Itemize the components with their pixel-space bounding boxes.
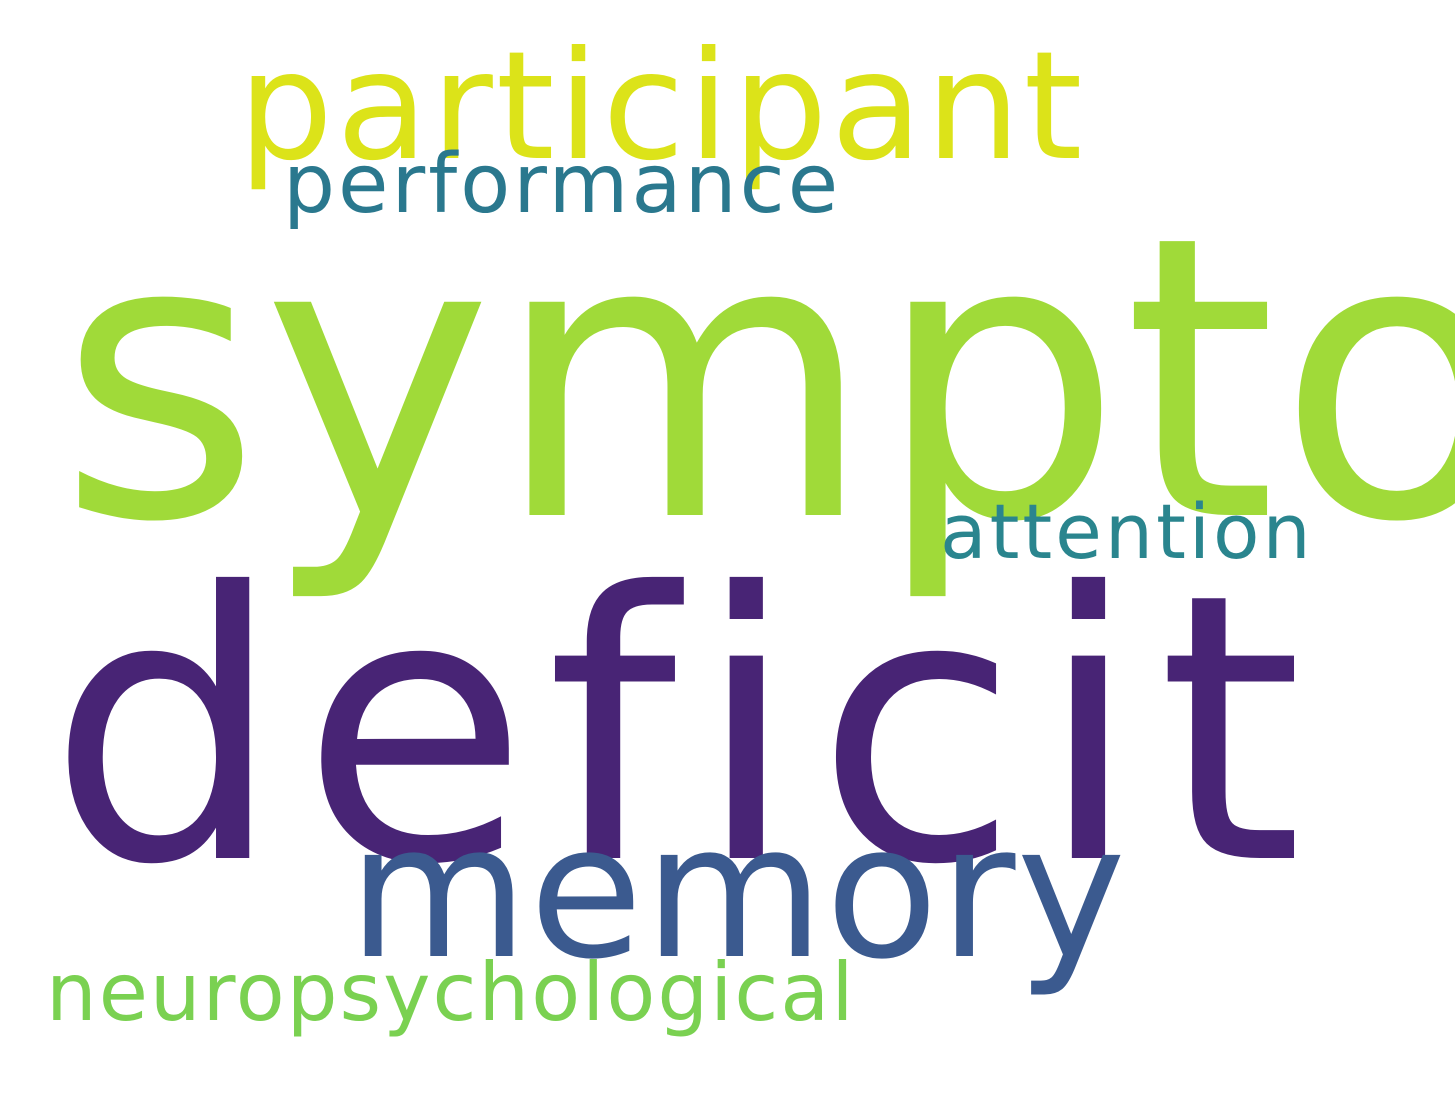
word-symptom: symptom [58, 153, 1455, 607]
word-memory: memory [348, 784, 1127, 1000]
word-performance: performance [283, 137, 842, 232]
word-deficit: deficit [48, 516, 1321, 946]
word-neuropsychological: neuropsychological [46, 946, 856, 1039]
word-participant: participant [238, 20, 1086, 194]
word-attention: attention [940, 487, 1314, 576]
